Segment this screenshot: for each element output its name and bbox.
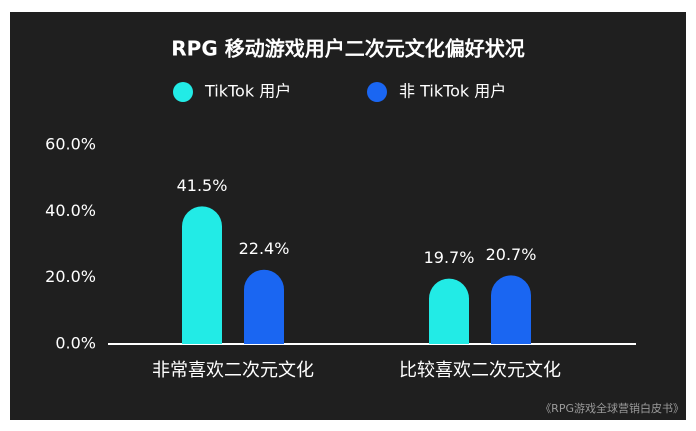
value-label: 22.4% xyxy=(239,239,290,258)
chart-title: RPG 移动游戏用户二次元文化偏好状况 xyxy=(171,37,524,61)
value-label: 41.5% xyxy=(177,176,228,195)
x-tick-label: 非常喜欢二次元文化 xyxy=(152,360,314,381)
bar xyxy=(244,269,284,344)
panel xyxy=(10,12,686,420)
legend-swatch xyxy=(367,82,387,102)
legend-label: 非 TikTok 用户 xyxy=(399,82,506,101)
y-tick-label: 40.0% xyxy=(45,201,96,220)
y-tick-label: 60.0% xyxy=(45,135,96,154)
y-tick-label: 0.0% xyxy=(55,334,96,353)
source: 《RPG游戏全球营销白皮书》 xyxy=(540,401,684,415)
legend-swatch xyxy=(173,82,193,102)
y-tick-label: 20.0% xyxy=(45,267,96,286)
value-label: 19.7% xyxy=(424,248,475,267)
bar xyxy=(491,275,531,344)
bar xyxy=(182,206,222,344)
bar xyxy=(429,278,469,344)
legend-label: TikTok 用户 xyxy=(204,82,291,101)
x-tick-label: 比较喜欢二次元文化 xyxy=(399,360,561,381)
value-label: 20.7% xyxy=(486,245,537,264)
